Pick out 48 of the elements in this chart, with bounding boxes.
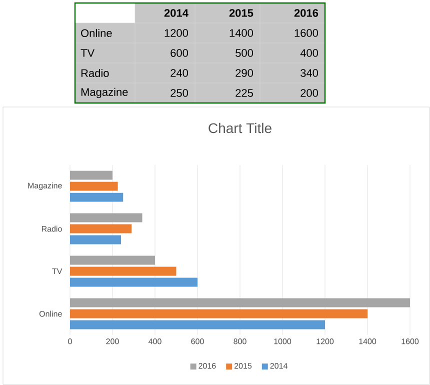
bar — [70, 224, 132, 234]
text: 225 — [236, 89, 253, 97]
text: 2015 — [229, 9, 254, 17]
bar — [70, 213, 142, 222]
x-tick-label: 1600 — [402, 338, 419, 344]
text: Radio — [81, 68, 109, 78]
bar — [70, 192, 124, 202]
text: 1200 — [164, 29, 188, 37]
text: 2016 — [294, 9, 318, 17]
legend-label: 2015 — [234, 363, 252, 369]
y-tick-label: Magazine — [28, 182, 62, 190]
text: 250 — [170, 89, 188, 97]
x-tick-label: 1200 — [316, 338, 334, 344]
x-tick-label: 400 — [148, 338, 162, 344]
text: 400 — [300, 49, 318, 57]
chart-title: Chart Title — [208, 122, 272, 134]
text: Magazine — [81, 88, 128, 98]
bar — [70, 256, 155, 265]
x-tick-label: 600 — [191, 338, 204, 344]
x-tick-label: 800 — [234, 338, 246, 344]
text: 500 — [236, 49, 254, 57]
text: TV — [80, 49, 95, 57]
x-tick-label: 1000 — [274, 338, 292, 344]
x-tick-label: 200 — [106, 338, 119, 344]
text: 1600 — [294, 29, 318, 37]
text: 340 — [300, 69, 318, 77]
bar — [70, 235, 122, 244]
bar — [70, 320, 326, 330]
text: 2014 — [164, 9, 188, 17]
text: 290 — [236, 69, 254, 77]
bar — [70, 170, 113, 180]
text: 600 — [170, 49, 188, 57]
text: 200 — [300, 89, 318, 97]
text: Online — [81, 28, 112, 38]
bar — [70, 298, 410, 308]
legend-label: 2014 — [270, 363, 288, 369]
bar — [70, 278, 198, 287]
bar — [70, 309, 368, 318]
x-tick-label: 1400 — [359, 338, 376, 344]
x-tick-label: 0 — [68, 338, 72, 344]
y-tick-label: Online — [39, 310, 62, 317]
legend-label: 2016 — [198, 363, 216, 369]
text: 240 — [170, 69, 188, 77]
y-tick-label: Radio — [42, 226, 62, 232]
y-tick-label: TV — [52, 268, 62, 274]
text: 1400 — [230, 29, 254, 37]
bar — [70, 182, 118, 191]
bar — [70, 266, 176, 276]
